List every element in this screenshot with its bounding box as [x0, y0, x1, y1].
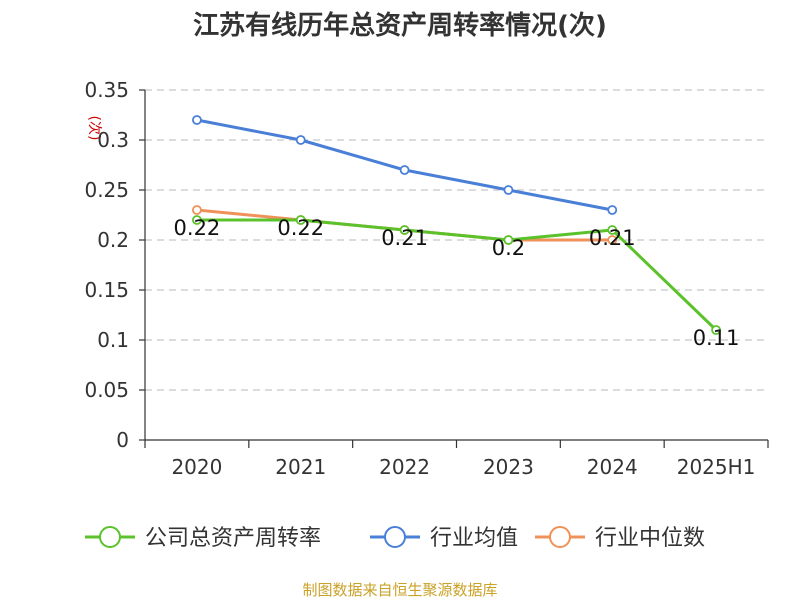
series-line-0 [196, 218, 718, 332]
series-point-1 [192, 115, 202, 125]
series-point-1 [399, 165, 410, 175]
chart-title: 江苏有线历年总资产周转率情况(次) [193, 10, 607, 41]
axes: 0.35 0.3 0.25 0.2 0.15 0.1 0.05 0 2020 2021 2022 20… [84, 78, 769, 479]
data-labels: 0.22 0.22 0.21 0.2 0.21 0.11 [174, 216, 740, 350]
data-label: 0.11 [693, 326, 740, 350]
x-tick-label: 2022 [379, 455, 430, 479]
series-point-0 [399, 225, 410, 235]
series-point-0 [607, 225, 618, 235]
legend-marker [549, 526, 571, 548]
series-point-1 [503, 185, 514, 195]
y-tick-label: 0.15 [84, 278, 129, 302]
series-point-0 [503, 235, 514, 245]
legend-item-0[interactable]: 公司总资产周转率 [85, 526, 321, 551]
y-tick-label: 0.2 [97, 228, 129, 252]
data-label: 0.22 [174, 216, 221, 240]
series-point-2 [607, 235, 618, 245]
y-tick-label: 0.1 [97, 328, 129, 352]
series-line-1 [196, 118, 613, 212]
y-tick-label: 0.25 [84, 178, 129, 202]
series-point-1 [295, 135, 306, 145]
legend-marker [384, 526, 406, 548]
legend[interactable]: 公司总资产周转率 行业均值 行业中位数 [85, 526, 705, 551]
y-tick-label: 0 [116, 428, 129, 452]
x-tick-label: 2025H1 [677, 455, 756, 479]
legend-label: 行业均值 [430, 526, 518, 551]
data-label: 0.21 [589, 226, 636, 250]
series-point-0 [295, 215, 306, 225]
y-tick-label: 0.35 [84, 78, 129, 102]
series-point-1 [607, 205, 618, 215]
legend-marker [99, 526, 121, 548]
series-point-2 [192, 205, 202, 215]
x-tick-label: 2024 [587, 455, 638, 479]
data-label: 0.22 [277, 216, 324, 240]
legend-label: 行业中位数 [595, 526, 705, 551]
source-note: 制图数据来自恒生聚源数据库 [302, 581, 497, 599]
y-tick-label: 0.05 [84, 378, 129, 402]
y-axis-label: (次) [86, 116, 102, 141]
grid-lines [145, 89, 768, 391]
y-tick-label: 0.3 [97, 128, 129, 152]
legend-item-1[interactable]: 行业均值 [370, 526, 518, 551]
legend-label: 公司总资产周转率 [145, 526, 321, 551]
x-tick-label: 2020 [171, 455, 222, 479]
series-point-0 [711, 325, 721, 335]
series-point-0 [192, 215, 202, 225]
data-label: 0.2 [492, 236, 525, 260]
x-tick-label: 2023 [483, 455, 534, 479]
x-tick-label: 2021 [275, 455, 326, 479]
data-label: 0.21 [381, 226, 428, 250]
series-lines [192, 115, 721, 335]
legend-item-2[interactable]: 行业中位数 [535, 526, 705, 551]
